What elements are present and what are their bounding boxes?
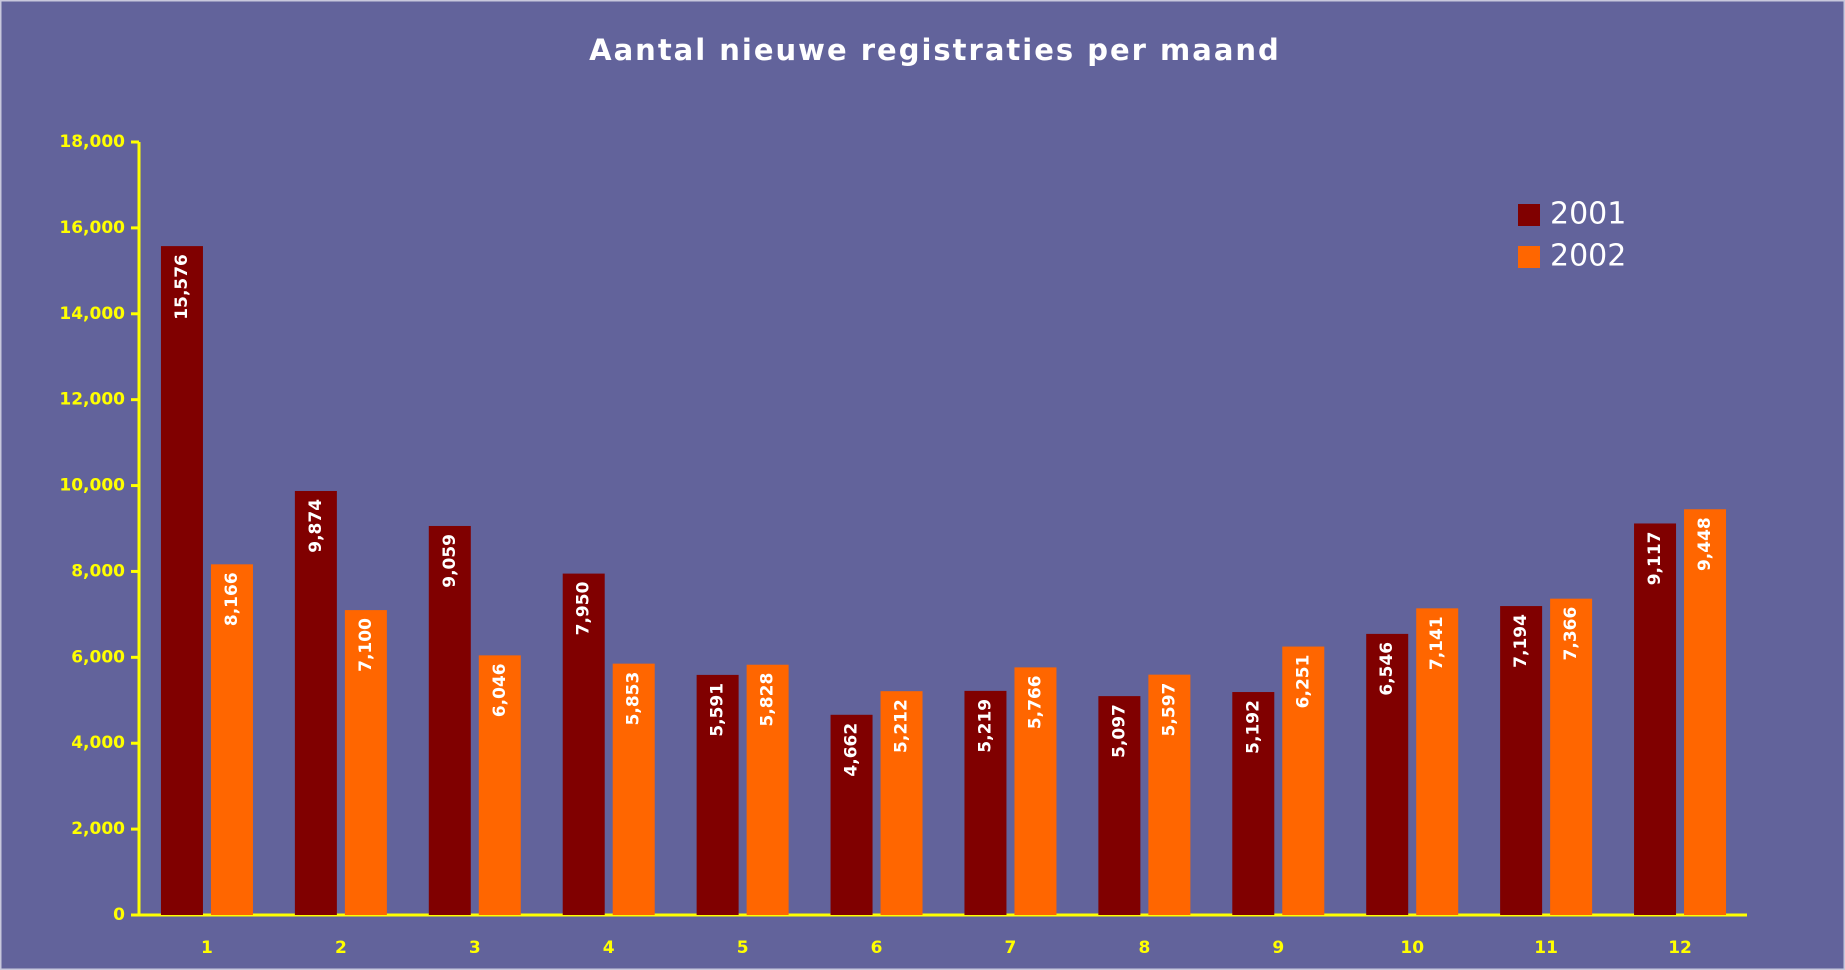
x-tick-label: 1 [201, 938, 213, 958]
bar [880, 691, 923, 915]
x-tick-label: 2 [335, 938, 347, 958]
value-label: 5,828 [758, 673, 778, 727]
bar [1634, 523, 1677, 915]
value-label: 6,546 [1377, 642, 1397, 696]
x-tick-label: 12 [1668, 938, 1692, 958]
y-tick-label: 2,000 [71, 819, 125, 839]
y-tick-label: 0 [113, 905, 125, 925]
x-tick-label: 10 [1400, 938, 1424, 958]
value-label: 5,097 [1109, 704, 1129, 758]
value-label: 5,591 [708, 683, 728, 737]
bar [612, 663, 655, 915]
y-tick-label: 16,000 [59, 218, 125, 238]
bar [1014, 667, 1057, 915]
value-label: 5,853 [624, 672, 644, 726]
value-label: 9,117 [1645, 531, 1665, 585]
value-label: 5,597 [1159, 683, 1179, 737]
y-tick-label: 6,000 [71, 647, 125, 667]
value-label: 6,251 [1293, 655, 1313, 709]
value-label: 7,366 [1561, 607, 1581, 661]
value-label: 5,192 [1243, 700, 1263, 754]
x-tick-label: 11 [1534, 938, 1558, 958]
legend-swatch [1518, 204, 1540, 226]
bar [746, 664, 789, 915]
bar [344, 610, 387, 915]
x-tick-label: 6 [871, 938, 883, 958]
value-label: 9,059 [440, 534, 460, 588]
value-label: 9,874 [306, 499, 326, 553]
bar [1684, 509, 1727, 915]
value-label: 8,166 [222, 572, 242, 626]
x-tick-label: 5 [737, 938, 749, 958]
y-tick-label: 14,000 [59, 304, 125, 324]
bar [428, 525, 471, 915]
bar [1282, 646, 1325, 915]
bar [160, 246, 203, 915]
chart-title: Aantal nieuwe registraties per maand [589, 33, 1281, 67]
bar [964, 690, 1007, 915]
x-tick-label: 9 [1272, 938, 1284, 958]
value-label: 5,212 [892, 699, 912, 753]
value-label: 4,662 [842, 723, 862, 777]
y-tick-label: 18,000 [59, 132, 125, 152]
value-label: 6,046 [490, 663, 510, 717]
bar [1550, 598, 1593, 915]
bar [1416, 608, 1459, 915]
x-tick-label: 7 [1005, 938, 1017, 958]
value-label: 9,448 [1695, 517, 1715, 571]
bar [1500, 606, 1543, 915]
y-tick-label: 10,000 [59, 476, 125, 496]
bar [562, 573, 605, 915]
value-label: 7,194 [1511, 614, 1531, 668]
bar [1098, 696, 1141, 915]
legend-swatch [1518, 246, 1540, 268]
bar [294, 490, 337, 915]
bar [696, 674, 739, 915]
value-label: 7,141 [1427, 616, 1447, 670]
bar [1366, 633, 1409, 915]
value-label: 5,219 [975, 699, 995, 753]
bar [478, 655, 521, 915]
bar [1232, 692, 1275, 915]
bar [1148, 674, 1191, 915]
y-tick-label: 4,000 [71, 733, 125, 753]
legend-label: 2002 [1550, 239, 1626, 274]
x-tick-label: 3 [469, 938, 481, 958]
value-label: 5,766 [1025, 675, 1045, 729]
bar [210, 564, 253, 915]
x-tick-label: 4 [603, 938, 615, 958]
y-tick-label: 8,000 [71, 561, 125, 581]
bar [830, 714, 873, 915]
value-label: 7,100 [356, 618, 376, 672]
value-label: 7,950 [574, 581, 594, 635]
legend-label: 2001 [1550, 197, 1626, 232]
x-tick-label: 8 [1138, 938, 1150, 958]
value-label: 15,576 [172, 254, 192, 320]
y-tick-label: 12,000 [59, 390, 125, 410]
